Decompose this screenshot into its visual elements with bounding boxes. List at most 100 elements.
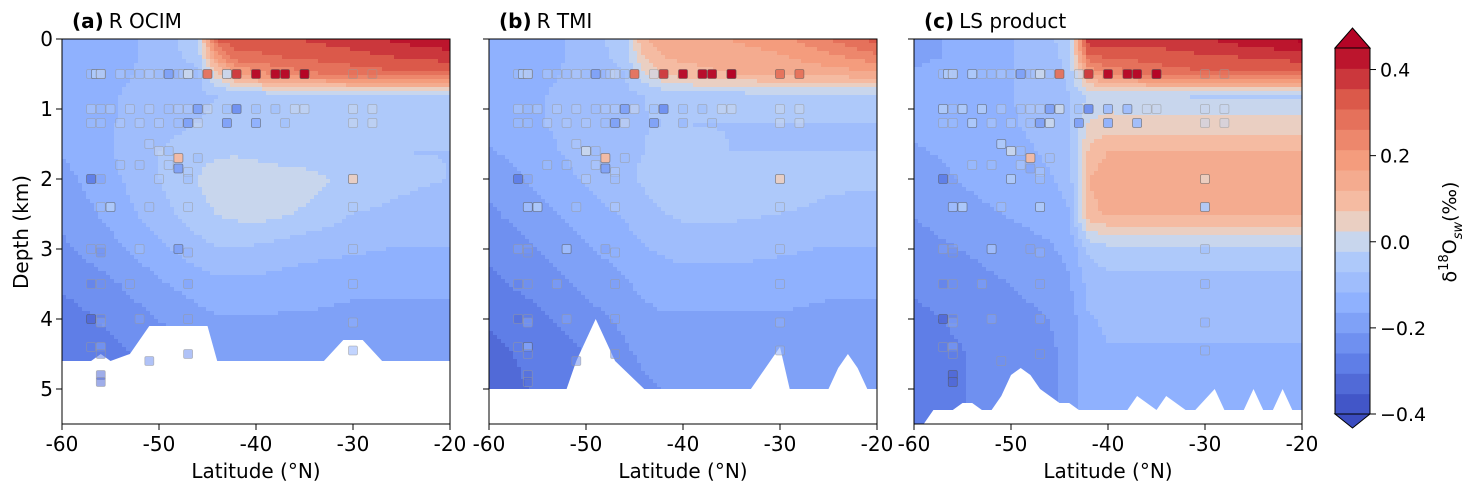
- field-cell: [342, 175, 347, 180]
- field-cell: [358, 155, 363, 160]
- field-cell: [370, 235, 375, 240]
- field-cell: [66, 115, 71, 120]
- field-cell: [250, 223, 255, 228]
- field-cell: [394, 199, 399, 204]
- field-cell: [258, 43, 263, 48]
- field-cell: [210, 51, 215, 56]
- field-cell: [390, 47, 395, 52]
- field-cell: [66, 71, 71, 76]
- field-cell: [398, 219, 403, 224]
- field-cell: [82, 39, 87, 44]
- field-cell: [150, 131, 155, 136]
- field-cell: [446, 79, 450, 84]
- field-cell: [158, 191, 163, 196]
- field-cell: [242, 187, 247, 192]
- field-cell: [382, 79, 387, 84]
- field-cell: [190, 223, 195, 228]
- field-cell: [322, 123, 327, 128]
- field-cell: [238, 171, 243, 176]
- field-cell: [306, 139, 311, 144]
- field-cell: [62, 71, 67, 76]
- field-cell: [370, 215, 375, 220]
- field-cell: [426, 199, 431, 204]
- field-cell: [70, 63, 75, 68]
- field-cell: [174, 63, 179, 68]
- field-cell: [154, 163, 159, 168]
- field-cell: [154, 199, 159, 204]
- field-cell: [138, 191, 143, 196]
- field-cell: [318, 131, 323, 136]
- field-cell: [210, 143, 215, 148]
- field-cell: [78, 151, 83, 156]
- field-cell: [158, 79, 163, 84]
- field-cell: [186, 131, 191, 136]
- field-cell: [242, 211, 247, 216]
- field-cell: [174, 231, 179, 236]
- field-cell: [434, 47, 439, 52]
- field-cell: [354, 163, 359, 168]
- field-cell: [110, 199, 115, 204]
- field-cell: [182, 91, 187, 96]
- field-cell: [202, 99, 207, 104]
- field-cell: [70, 211, 75, 216]
- field-cell: [414, 199, 419, 204]
- field-cell: [210, 131, 215, 136]
- field-cell: [290, 79, 295, 84]
- field-cell: [358, 239, 363, 244]
- field-cell: [62, 183, 67, 188]
- field-cell: [318, 171, 323, 176]
- field-cell: [278, 183, 283, 188]
- field-cell: [266, 67, 271, 72]
- field-cell: [346, 95, 351, 100]
- field-cell: [398, 103, 403, 108]
- field-cell: [130, 159, 135, 164]
- field-cell: [98, 63, 103, 68]
- field-cell: [142, 139, 147, 144]
- field-cell: [110, 91, 115, 96]
- field-cell: [62, 191, 67, 196]
- field-cell: [186, 155, 191, 160]
- field-cell: [378, 183, 383, 188]
- field-cell: [150, 179, 155, 184]
- field-cell: [142, 83, 147, 88]
- field-cell: [162, 139, 167, 144]
- field-cell: [74, 71, 79, 76]
- field-cell: [390, 67, 395, 72]
- field-cell: [146, 91, 151, 96]
- field-cell: [142, 207, 147, 212]
- field-cell: [394, 71, 399, 76]
- field-cell: [378, 103, 383, 108]
- field-cell: [214, 51, 219, 56]
- field-cell: [122, 103, 127, 108]
- field-cell: [170, 79, 175, 84]
- field-cell: [446, 127, 450, 132]
- field-cell: [442, 239, 447, 244]
- field-cell: [346, 47, 351, 52]
- field-cell: [370, 147, 375, 152]
- field-cell: [230, 131, 235, 136]
- field-cell: [410, 79, 415, 84]
- field-cell: [178, 39, 183, 44]
- field-cell: [82, 171, 87, 176]
- field-cell: [222, 147, 227, 152]
- field-cell: [218, 103, 223, 108]
- field-cell: [246, 99, 251, 104]
- field-cell: [362, 179, 367, 184]
- field-cell: [174, 215, 179, 220]
- field-cell: [110, 127, 115, 132]
- field-cell: [118, 63, 123, 68]
- field-cell: [330, 39, 335, 44]
- field-cell: [146, 215, 151, 220]
- field-cell: [170, 195, 175, 200]
- field-cell: [254, 203, 259, 208]
- field-cell: [178, 131, 183, 136]
- field-cell: [318, 91, 323, 96]
- field-cell: [166, 227, 171, 232]
- field-cell: [422, 151, 427, 156]
- field-cell: [274, 119, 279, 124]
- field-cell: [242, 227, 247, 232]
- field-cell: [394, 143, 399, 148]
- field-cell: [270, 235, 275, 240]
- field-cell: [78, 199, 83, 204]
- field-cell: [142, 187, 147, 192]
